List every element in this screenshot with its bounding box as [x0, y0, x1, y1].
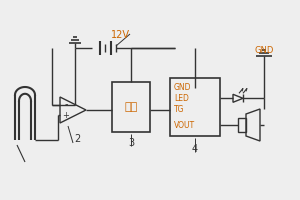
Text: 输入: 输入 — [124, 102, 138, 112]
Text: 12V: 12V — [110, 30, 130, 40]
Text: LED: LED — [174, 94, 189, 103]
Bar — [112, 82, 150, 132]
Text: 3: 3 — [128, 138, 134, 148]
Bar — [238, 118, 246, 132]
Text: -: - — [64, 99, 68, 109]
Text: 2: 2 — [74, 134, 80, 144]
Text: 4: 4 — [192, 144, 198, 154]
Text: TG: TG — [174, 105, 184, 114]
Bar — [170, 78, 220, 136]
Text: GND: GND — [254, 46, 274, 55]
Text: +: + — [63, 110, 69, 119]
Text: VOUT: VOUT — [174, 120, 195, 130]
Text: GND: GND — [174, 84, 191, 92]
